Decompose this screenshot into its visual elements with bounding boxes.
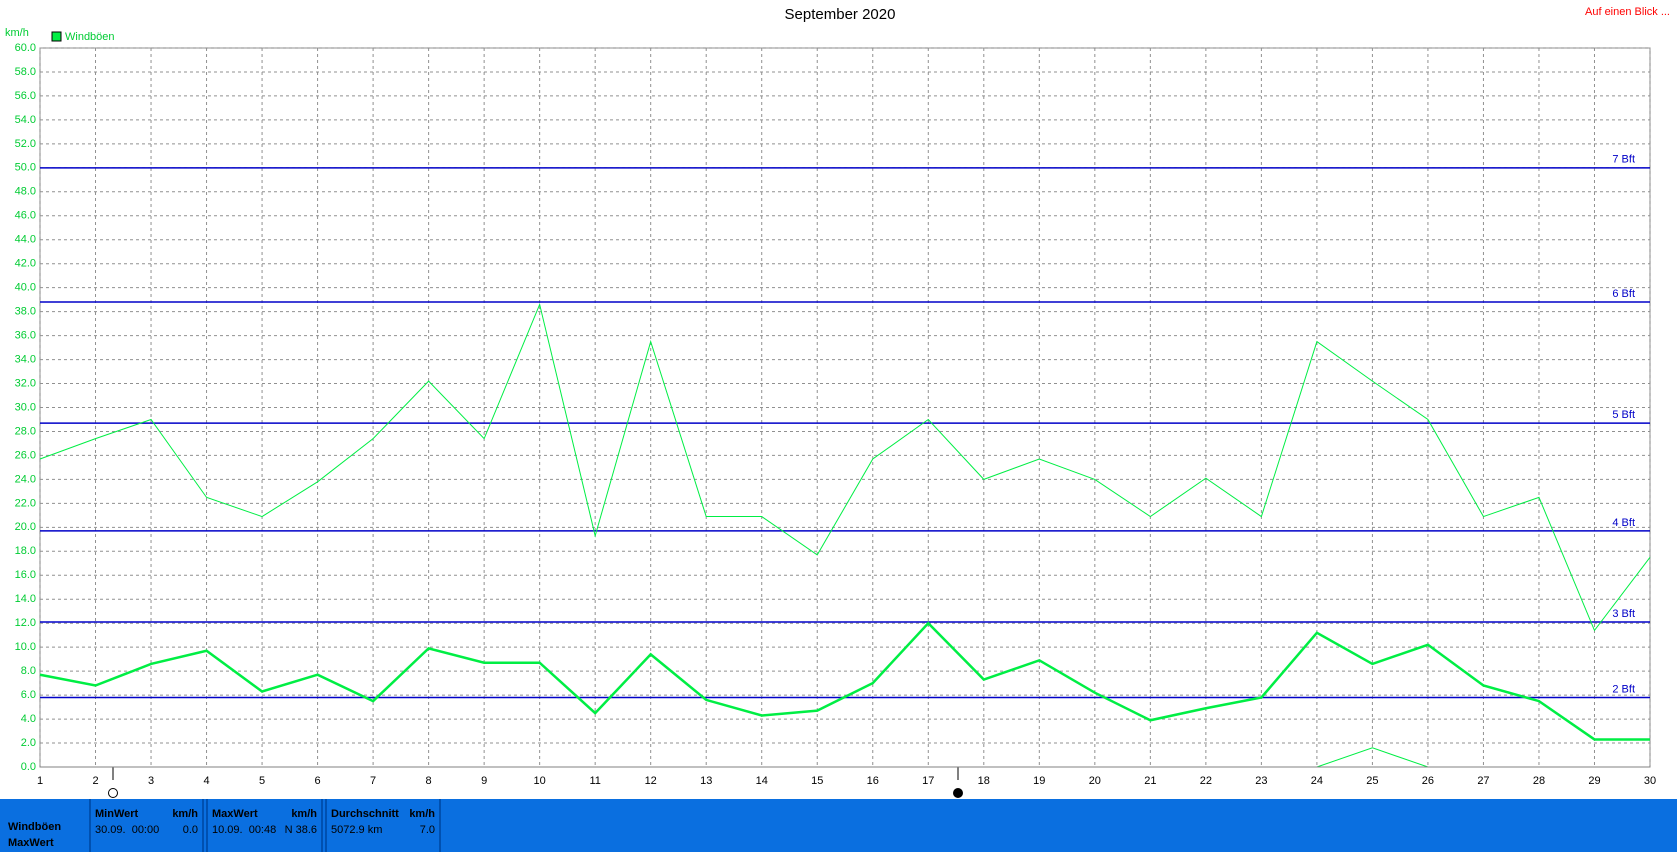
reference-label: 6 Bft (1612, 288, 1635, 300)
y-tick-label: 56.0 (15, 90, 36, 102)
column-header: Durchschnitt (331, 808, 399, 820)
cell-time: 10.09. 00:48 (212, 824, 277, 836)
x-tick-label: 13 (700, 775, 712, 787)
x-tick-label: 20 (1089, 775, 1101, 787)
x-tick-label: 5 (259, 775, 265, 787)
column-header: MaxWert (212, 808, 258, 820)
x-tick-label: 3 (148, 775, 154, 787)
row-label: Windböen (8, 821, 62, 833)
cell-value: 0.0 (182, 824, 198, 836)
legend-label: Windböen (65, 31, 115, 43)
x-tick-label: 25 (1366, 775, 1378, 787)
y-tick-label: 58.0 (15, 66, 36, 78)
reference-label: 4 Bft (1612, 517, 1635, 529)
x-tick-label: 27 (1477, 775, 1489, 787)
y-tick-label: 54.0 (15, 114, 36, 126)
x-tick-label: 8 (426, 775, 432, 787)
data-line (39, 621, 1650, 741)
x-tick-label: 24 (1311, 775, 1323, 787)
x-tick-label: 19 (1033, 775, 1045, 787)
x-tick-label: 9 (481, 775, 487, 787)
y-tick-label: 12.0 (15, 617, 36, 629)
x-tick-label: 1 (37, 775, 43, 787)
reference-label: 2 Bft (1612, 683, 1635, 695)
x-tick-label: 10 (534, 775, 546, 787)
cell-time: 5072.9 km (331, 824, 383, 836)
x-tick-label: 30 (1644, 775, 1656, 787)
cell-time: 30.09. 00:00 (95, 824, 160, 836)
x-tick-label: 23 (1255, 775, 1267, 787)
x-tick-label: 21 (1144, 775, 1156, 787)
x-tick-label: 17 (922, 775, 934, 787)
y-tick-label: 24.0 (15, 473, 36, 485)
x-tick-label: 16 (867, 775, 879, 787)
y-tick-label: 18.0 (15, 545, 36, 557)
y-tick-label: 40.0 (15, 282, 36, 294)
cell-value: 7.0 (419, 824, 435, 836)
legend-swatch (51, 31, 62, 42)
y-tick-label: 32.0 (15, 377, 36, 389)
x-tick-label: 28 (1533, 775, 1545, 787)
x-tick-label: 18 (978, 775, 990, 787)
y-tick-label: 52.0 (15, 138, 36, 150)
data-line (39, 302, 1651, 632)
moon-icon (953, 788, 963, 798)
overview-link[interactable]: Auf einen Blick ... (1585, 6, 1670, 18)
y-tick-label: 6.0 (21, 689, 36, 701)
reference-label: 5 Bft (1612, 409, 1635, 421)
column-unit: km/h (291, 808, 317, 820)
y-tick-label: 4.0 (21, 713, 36, 725)
moon-icon (108, 788, 118, 798)
y-tick-label: 26.0 (15, 449, 36, 461)
x-tick-label: 12 (645, 775, 657, 787)
y-tick-label: 42.0 (15, 258, 36, 270)
y-tick-label: 0.0 (21, 761, 36, 773)
x-tick-label: 11 (589, 775, 600, 787)
y-tick-label: 14.0 (15, 593, 36, 605)
y-tick-label: 34.0 (15, 353, 36, 365)
x-tick-label: 7 (370, 775, 376, 787)
y-tick-label: 28.0 (15, 425, 36, 437)
chart: September 2020 Auf einen Blick ... km/h … (5, 6, 1670, 798)
x-tick-label: 14 (756, 775, 768, 787)
x-tick-label: 6 (315, 775, 321, 787)
y-tick-label: 38.0 (15, 306, 36, 318)
column-header: MinWert (95, 808, 139, 820)
x-tick-label: 26 (1422, 775, 1434, 787)
y-tick-label: 36.0 (15, 330, 36, 342)
x-tick-label: 15 (811, 775, 823, 787)
y-tick-label: 22.0 (15, 497, 36, 509)
stats-panel: Windböen MaxWert MinWert km/h 30.09. 00:… (0, 799, 1677, 852)
y-tick-label: 48.0 (15, 186, 36, 198)
x-tick-label: 29 (1588, 775, 1600, 787)
y-tick-label: 44.0 (15, 234, 36, 246)
y-tick-label: 30.0 (15, 401, 36, 413)
row-label: MaxWert (8, 837, 54, 849)
reference-label: 3 Bft (1612, 608, 1635, 620)
y-tick-label: 16.0 (15, 569, 36, 581)
y-tick-label: 8.0 (21, 665, 36, 677)
x-tick-label: 2 (92, 775, 98, 787)
column-unit: km/h (409, 808, 435, 820)
y-tick-label: 20.0 (15, 521, 36, 533)
reference-label: 7 Bft (1612, 154, 1635, 166)
column-unit: km/h (172, 808, 198, 820)
y-tick-label: 2.0 (21, 737, 36, 749)
y-tick-label: 60.0 (15, 42, 36, 54)
chart-title: September 2020 (785, 6, 896, 23)
x-tick-label: 4 (203, 775, 209, 787)
cell-value: N 38.6 (284, 824, 317, 836)
y-tick-label: 10.0 (15, 641, 36, 653)
y-tick-label: 50.0 (15, 162, 36, 174)
x-tick-label: 22 (1200, 775, 1212, 787)
y-tick-label: 46.0 (15, 210, 36, 222)
y-axis-label: km/h (5, 27, 29, 39)
